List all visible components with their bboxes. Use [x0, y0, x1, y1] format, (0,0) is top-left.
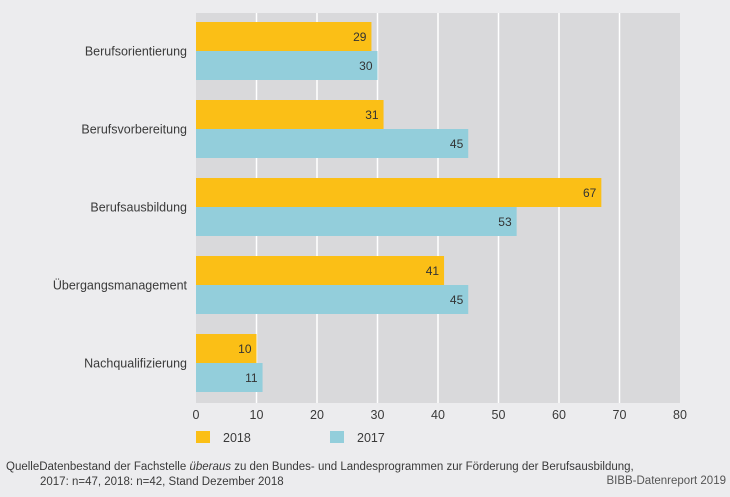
- legend-label: 2018: [223, 431, 251, 445]
- bar-value-label: 31: [365, 108, 379, 122]
- bar-2018: [196, 334, 257, 363]
- category-labels: Berufsorientierung Berufsvorbereitung Beru…: [53, 45, 188, 371]
- bar-2017: [196, 285, 469, 314]
- bars: 29 30 31 45 67 53 41 45 10 11: [196, 22, 602, 392]
- credit: BIBB-Datenreport 2019: [606, 475, 726, 487]
- legend-swatch-2017: [330, 431, 344, 443]
- bar-2018: [196, 178, 602, 207]
- bar-2018: [196, 22, 372, 51]
- bar-value-label: 11: [245, 371, 258, 385]
- bar-2017: [196, 207, 517, 236]
- bar-value-label: 10: [238, 342, 252, 356]
- x-tick-label: 70: [613, 408, 627, 422]
- x-tick-label: 60: [552, 408, 566, 422]
- bar-value-label: 30: [359, 59, 373, 73]
- bar-value-label: 45: [450, 293, 464, 307]
- x-tick-label: 0: [193, 408, 200, 422]
- category-label: Berufsausbildung: [90, 201, 187, 215]
- source-text-2: 2017: n=47, 2018: n=42, Stand Dezember 2…: [40, 476, 284, 488]
- x-tick-label: 40: [431, 408, 445, 422]
- legend-label: 2017: [357, 431, 385, 445]
- legend-swatch-2018: [196, 431, 210, 443]
- source-note: Quelle: Datenbestand der Fachstelle über…: [6, 460, 634, 490]
- source-prefix: Quelle:: [6, 461, 43, 473]
- bar-value-label: 53: [498, 215, 512, 229]
- x-tick-label: 50: [492, 408, 506, 422]
- bar-2017: [196, 363, 263, 392]
- x-tick-label: 20: [310, 408, 324, 422]
- category-label: Nachqualifizierung: [84, 357, 187, 371]
- x-tick-label: 10: [250, 408, 264, 422]
- bar-2017: [196, 129, 469, 158]
- bar-value-label: 45: [450, 137, 464, 151]
- bar-value-label: 41: [426, 264, 440, 278]
- x-tick-label: 80: [673, 408, 687, 422]
- legend: 2018 2017: [196, 431, 385, 445]
- x-axis-ticks: 0 10 20 30 40 50 60 70 80: [193, 408, 687, 422]
- bar-value-label: 29: [353, 30, 367, 44]
- bar-2018: [196, 256, 445, 285]
- category-label: Berufsorientierung: [85, 45, 187, 59]
- source-text-1a: Datenbestand der Fachstelle: [39, 461, 190, 473]
- x-tick-label: 30: [371, 408, 385, 422]
- bar-value-label: 67: [583, 186, 597, 200]
- category-label: Übergangsmanagement: [53, 279, 188, 293]
- bar-2018: [196, 100, 384, 129]
- source-text-1b: zu den Bundes- und Landesprogrammen zur …: [231, 461, 634, 473]
- bar-2017: [196, 51, 378, 80]
- source-text-italic: überaus: [189, 461, 231, 473]
- category-label: Berufsvorbereitung: [81, 123, 187, 137]
